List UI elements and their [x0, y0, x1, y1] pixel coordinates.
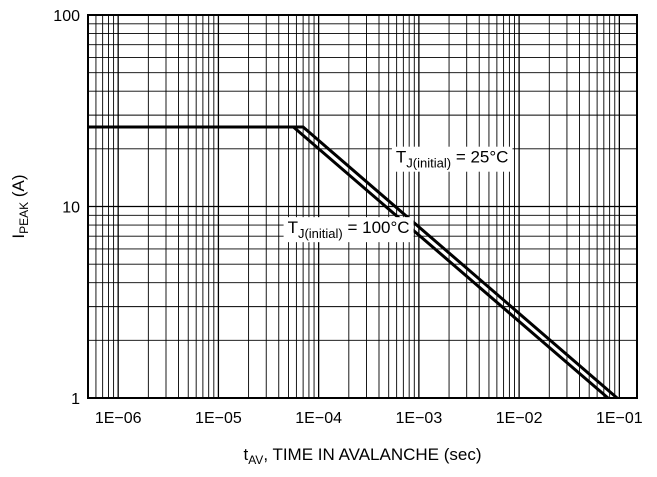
x-axis-title-subscript: AV	[248, 453, 263, 467]
y-axis-title: IPEAK (A)	[9, 174, 31, 238]
annotation-rest: = 100°C	[343, 218, 410, 237]
annotation-subscript: J(initial)	[406, 156, 451, 171]
annotation-subscript: J(initial)	[298, 226, 343, 241]
tick-labels: 1E−06 1E−05 1E−04 1E−03 1E−02 1E−01 1 10 100	[53, 8, 643, 427]
annotation-label-2: TJ(initial) = 100°C	[283, 217, 414, 243]
y-tick-label: 10	[62, 200, 80, 217]
annotation-text: TJ(initial) = 100°C	[288, 218, 410, 241]
y-axis-title-subscript: PEAK	[17, 202, 31, 234]
x-axis-title-main: t	[243, 445, 248, 464]
x-tick-label: 1E−02	[496, 410, 543, 427]
series-line-2	[88, 125, 609, 400]
plot-frame	[87, 14, 638, 399]
y-tick-label: 1	[71, 391, 80, 408]
annotation-background	[391, 146, 513, 172]
x-axis-title-rest: , TIME IN AVALANCHE (sec)	[263, 445, 481, 464]
x-tick-label: 1E−03	[396, 410, 443, 427]
series-line-1	[88, 125, 619, 400]
x-tick-label: 1E−01	[596, 410, 643, 427]
x-tick-label: 1E−06	[95, 410, 142, 427]
annotation-main: T	[396, 148, 406, 167]
annotation-main: T	[288, 218, 298, 237]
annotation-label-1: TJ(initial) = 25°C	[391, 146, 513, 172]
y-tick-label: 100	[53, 8, 80, 25]
annotation-text: TJ(initial) = 25°C	[396, 148, 509, 171]
annotations: TJ(initial) = 25°CTJ(initial) = 100°C	[283, 146, 513, 243]
y-axis-title-main: I	[9, 234, 28, 239]
x-tick-label: 1E−05	[195, 410, 242, 427]
grid	[88, 15, 637, 398]
series-group	[88, 125, 619, 400]
x-tick-label: 1E−04	[295, 410, 342, 427]
x-axis-title: tAV, TIME IN AVALANCHE (sec)	[243, 445, 481, 467]
annotation-background	[283, 217, 414, 243]
y-axis-title-rest: (A)	[9, 174, 28, 201]
annotation-rest: = 25°C	[451, 148, 508, 167]
